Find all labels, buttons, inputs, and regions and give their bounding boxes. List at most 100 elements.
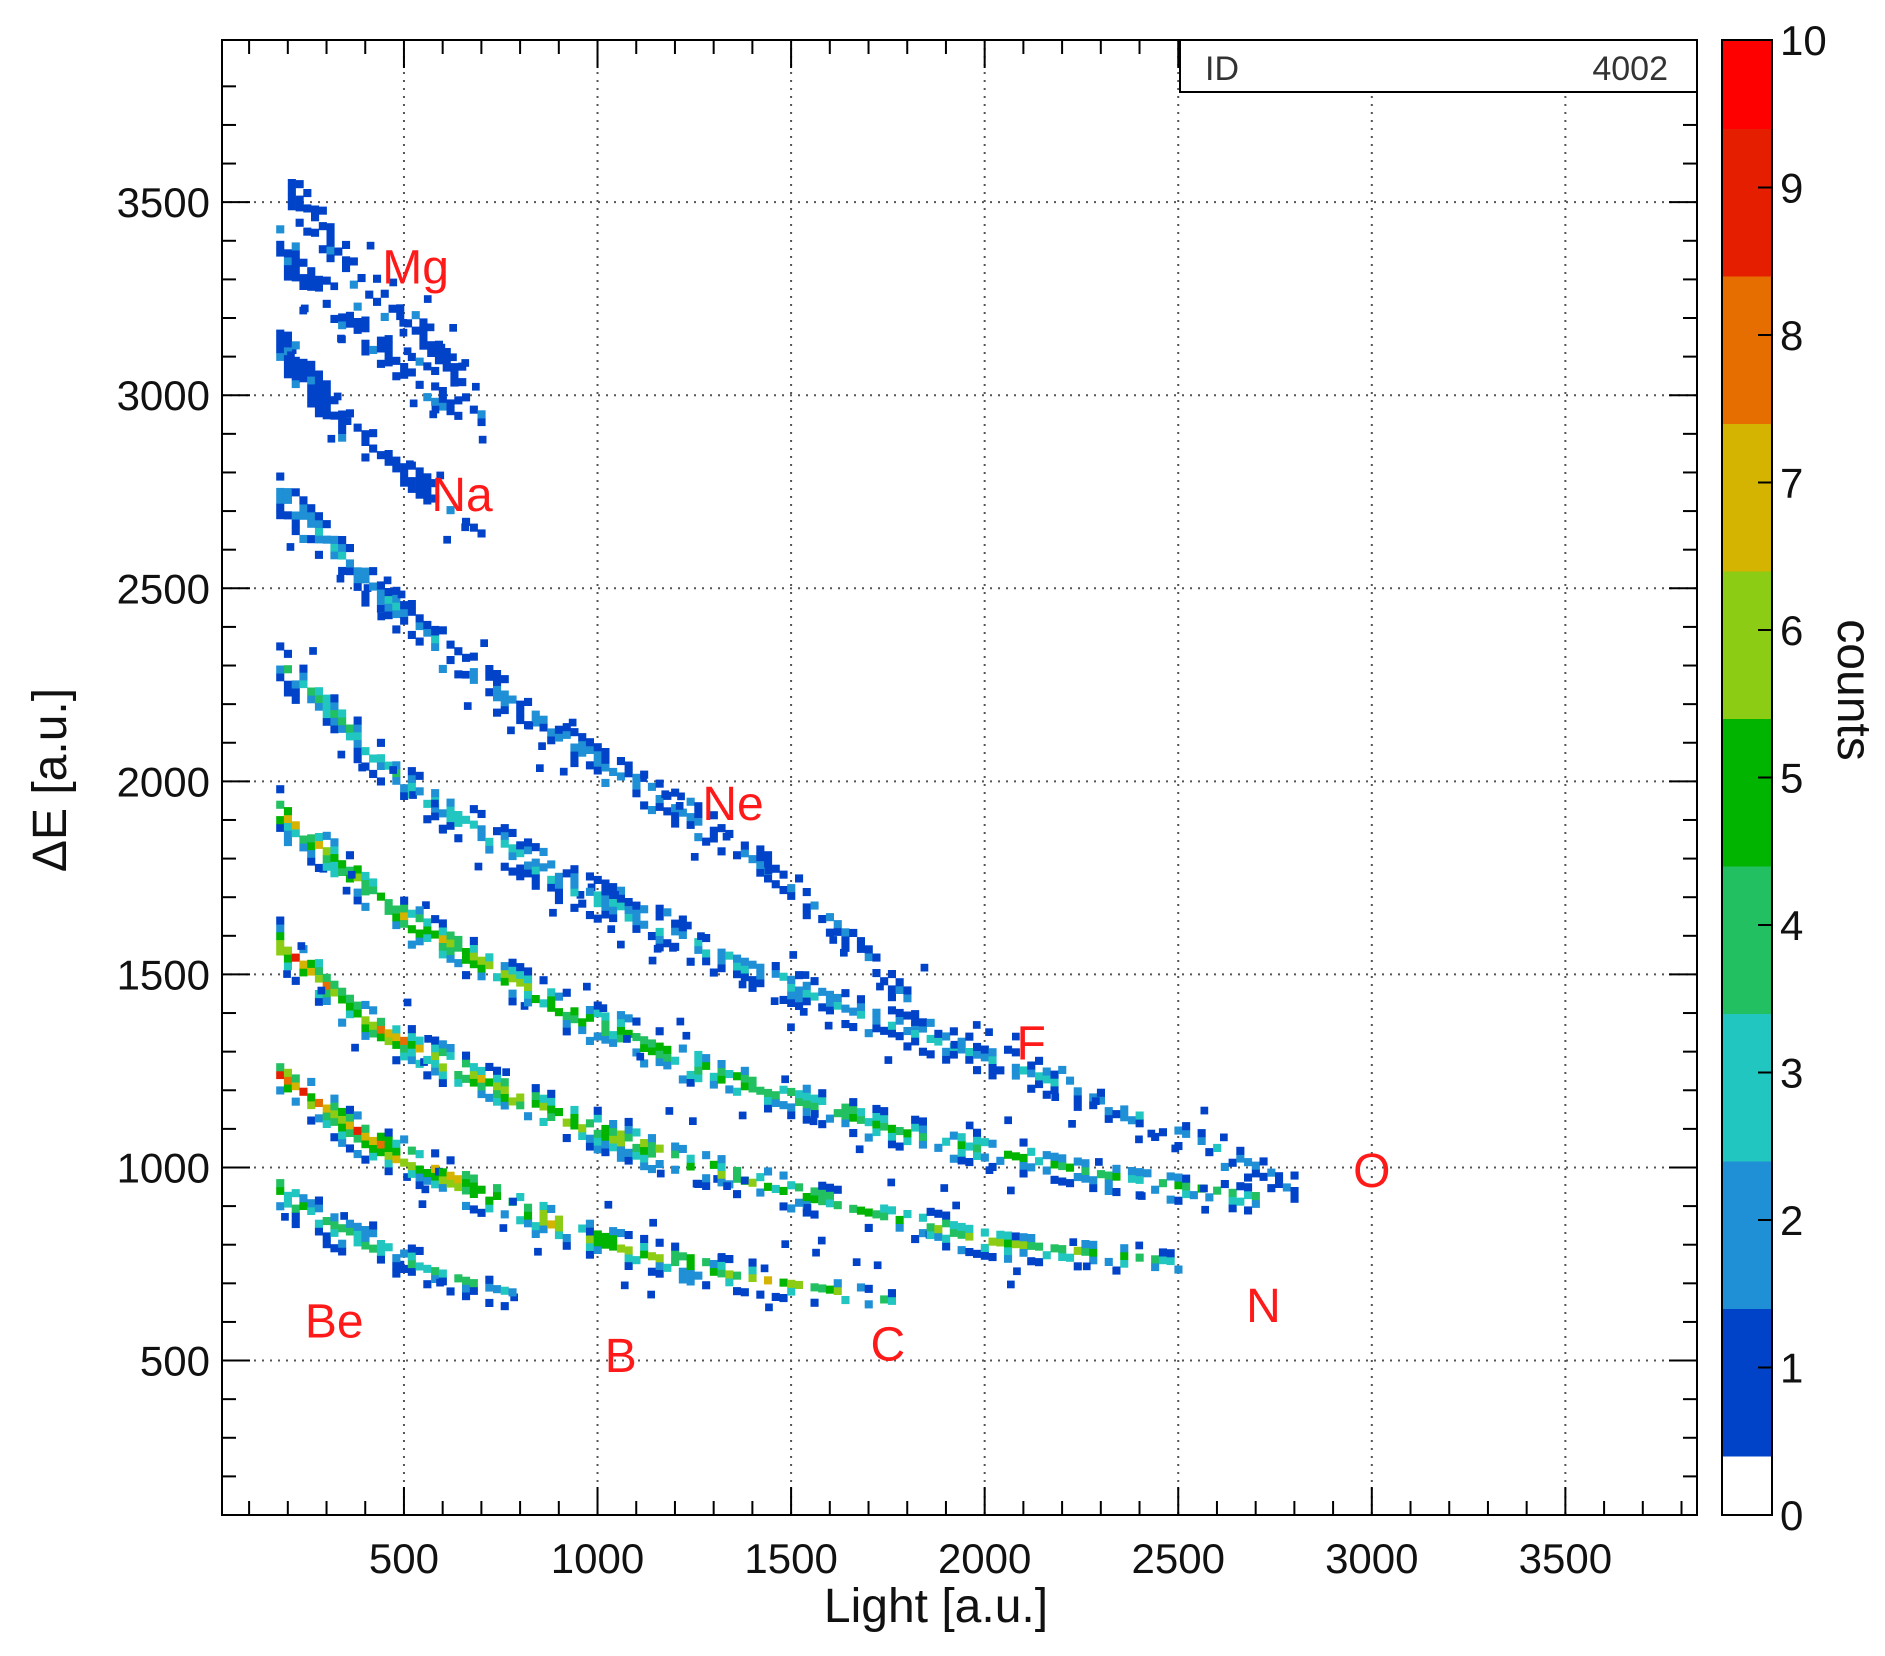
heatmap-cell [640, 1036, 649, 1045]
element-label-mg: Mg [382, 241, 449, 294]
heatmap-cell [322, 1217, 331, 1226]
heatmap-cell [965, 1048, 974, 1057]
heatmap-cell [446, 1171, 455, 1180]
heatmap-cell [338, 1107, 347, 1116]
heatmap-cell [516, 978, 525, 987]
heatmap-cell [400, 1158, 409, 1167]
heatmap-cell [500, 675, 509, 684]
heatmap-cell [609, 1135, 618, 1144]
heatmap-cell [276, 1063, 285, 1072]
heatmap-cell [795, 1198, 804, 1207]
heatmap-cell [485, 1196, 494, 1205]
heatmap-cell [655, 904, 664, 913]
heatmap-cell [423, 496, 432, 505]
heatmap-cell [400, 370, 409, 379]
heatmap-cell [291, 1220, 300, 1229]
heatmap-cell [485, 953, 494, 962]
heatmap-cell [361, 1124, 370, 1133]
heatmap-cell [562, 1234, 571, 1243]
heatmap-cell [585, 887, 594, 896]
heatmap-cell [384, 1243, 393, 1252]
heatmap-cell [403, 998, 412, 1007]
heatmap-cell [1104, 1114, 1113, 1123]
heatmap-cell [314, 393, 323, 402]
heatmap-cell [516, 963, 525, 972]
heatmap-cell [330, 1228, 339, 1237]
heatmap-cell [1244, 1206, 1253, 1215]
heatmap-cell [671, 811, 680, 820]
heatmap-cell [462, 653, 471, 662]
colorbar-tick-label: 4 [1780, 902, 1803, 949]
heatmap-cell [895, 1016, 904, 1025]
colorbar-tick-label: 5 [1780, 755, 1803, 802]
heatmap-cell [369, 345, 378, 354]
heatmap-cell [307, 504, 316, 513]
heatmap-cell [516, 1216, 525, 1225]
heatmap-cell [1011, 1063, 1020, 1072]
heatmap-cell [431, 479, 440, 488]
heatmap-cell [431, 627, 440, 636]
heatmap-cell [1135, 1119, 1144, 1128]
heatmap-cell [702, 1151, 711, 1160]
heatmap-cell [810, 1210, 819, 1219]
heatmap-cell [1166, 1249, 1175, 1258]
heatmap-cell [1244, 1183, 1253, 1192]
heatmap-cell [1011, 1048, 1020, 1057]
heatmap-cell [516, 700, 525, 709]
heatmap-cell [493, 827, 502, 836]
heatmap-cell [415, 1059, 424, 1068]
heatmap-cell [384, 1029, 393, 1038]
heatmap-cell [547, 1089, 556, 1098]
heatmap-cell [849, 1113, 858, 1122]
heatmap-cell [415, 1173, 424, 1182]
heatmap-cell [392, 602, 401, 611]
heatmap-cell [562, 723, 571, 732]
heatmap-cell [299, 843, 308, 852]
heatmap-cell [957, 1133, 966, 1142]
heatmap-cell [392, 594, 401, 603]
heatmap-cell [1244, 1158, 1253, 1167]
heatmap-cell [291, 364, 300, 373]
heatmap-cell [353, 1111, 362, 1120]
heatmap-cell [1220, 1162, 1229, 1171]
heatmap-cell [996, 1238, 1005, 1247]
heatmap-cell [291, 265, 300, 274]
heatmap-cell [1089, 1101, 1098, 1110]
heatmap-cell [311, 213, 320, 222]
heatmap-cell [524, 869, 533, 878]
heatmap-cell [671, 1165, 680, 1174]
heatmap-cell [756, 963, 765, 972]
heatmap-cell [345, 1002, 354, 1011]
heatmap-cell [384, 450, 393, 459]
heatmap-cell [787, 1181, 796, 1190]
heatmap-cell [812, 1248, 820, 1257]
heatmap-cell [469, 668, 478, 677]
heatmap-cell [926, 1207, 935, 1216]
heatmap-cell [347, 870, 356, 879]
heatmap-cell [609, 1234, 618, 1243]
heatmap-cell [396, 304, 405, 313]
heatmap-cell [601, 1140, 610, 1149]
heatmap-cell [903, 1042, 912, 1051]
heatmap-cell [586, 1227, 594, 1236]
heatmap-cell [392, 1269, 401, 1278]
heatmap-cell [740, 965, 749, 974]
heatmap-cell [291, 372, 300, 381]
heatmap-cell [322, 520, 331, 529]
heatmap-cell [663, 908, 672, 917]
heatmap-cell [283, 970, 291, 978]
heatmap-cell [353, 575, 362, 584]
heatmap-cell [593, 750, 602, 759]
heatmap-cell [369, 1136, 378, 1145]
heatmap-cell [1158, 1128, 1167, 1137]
heatmap-cell [824, 1021, 833, 1030]
heatmap-cell [322, 996, 331, 1005]
heatmap-cell [524, 1112, 533, 1121]
heatmap-cell [276, 785, 285, 794]
heatmap-cell [500, 1078, 509, 1087]
heatmap-cell [1120, 1244, 1129, 1253]
heatmap-cell [787, 891, 796, 900]
heatmap-cell [895, 1032, 904, 1041]
heatmap-cell [384, 1167, 393, 1176]
heatmap-cell [725, 1070, 734, 1079]
